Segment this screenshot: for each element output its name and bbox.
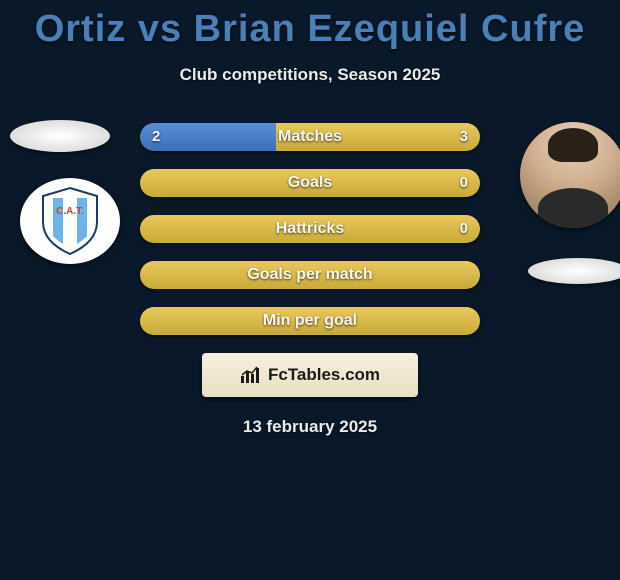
svg-text:C.A.T.: C.A.T. <box>56 206 84 217</box>
club-shield-icon: C.A.T. <box>39 186 101 256</box>
stat-row: Hattricks0 <box>140 215 480 243</box>
stat-value-left: 2 <box>152 123 160 151</box>
stat-label: Goals <box>140 169 480 197</box>
stat-label: Hattricks <box>140 215 480 243</box>
right-player-avatar-icon <box>520 122 620 228</box>
stat-row: Goals0 <box>140 169 480 197</box>
stat-value-right: 3 <box>460 123 468 151</box>
stat-row: Min per goal <box>140 307 480 335</box>
stats-bars: Matches23Goals0Hattricks0Goals per match… <box>140 123 480 335</box>
stat-row: Matches2 3 <box>140 123 480 151</box>
stat-label: Min per goal <box>140 307 480 335</box>
stat-label: Matches <box>140 123 480 151</box>
page-subtitle: Club competitions, Season 2025 <box>0 65 620 85</box>
source-badge-label: FcTables.com <box>268 365 380 385</box>
left-country-flag-icon <box>10 120 110 152</box>
stat-value-right: 0 <box>460 169 468 197</box>
source-badge[interactable]: FcTables.com <box>202 353 418 397</box>
right-country-flag-icon <box>528 258 620 284</box>
left-club-badge-icon: C.A.T. <box>20 178 120 264</box>
stat-row: Goals per match <box>140 261 480 289</box>
page-title: Ortiz vs Brian Ezequiel Cufre <box>0 0 620 51</box>
bar-chart-icon <box>240 366 262 384</box>
stat-value-right: 0 <box>460 215 468 243</box>
stat-label: Goals per match <box>140 261 480 289</box>
date-label: 13 february 2025 <box>0 417 620 437</box>
